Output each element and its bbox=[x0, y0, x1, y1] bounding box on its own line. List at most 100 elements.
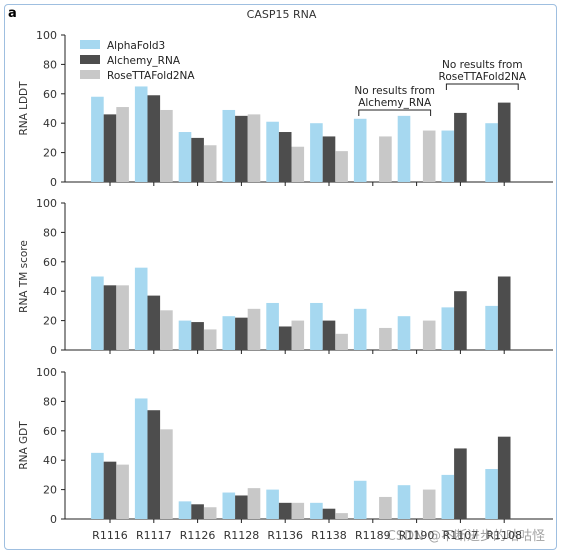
bar-alphafold3-r1138 bbox=[310, 302, 323, 350]
bar-alphafold3-r1107 bbox=[441, 307, 455, 350]
x-tick-label: R1107 bbox=[443, 529, 479, 542]
bar-alphafold3-r1190 bbox=[397, 316, 411, 350]
bar-rosettafold2na-r1138 bbox=[335, 333, 348, 350]
bar-alphafold3-r1108 bbox=[485, 469, 498, 519]
bar-rosettafold2na-r1116 bbox=[116, 464, 129, 519]
bar-alchemy-rna-r1107 bbox=[454, 448, 467, 519]
bar-alchemy-rna-r1136 bbox=[278, 326, 292, 350]
annotation-alchemy-line1: No results from bbox=[354, 85, 435, 97]
y-axis-label: RNA GDT bbox=[18, 421, 30, 470]
y-tick-label: 40 bbox=[43, 285, 57, 298]
y-tick-label: 100 bbox=[36, 29, 57, 42]
y-tick-label: 20 bbox=[43, 484, 57, 497]
bar-rosettafold2na-r1136 bbox=[291, 502, 305, 519]
bar-alchemy-rna-r1116 bbox=[103, 114, 117, 182]
bar-alchemy-rna-r1126 bbox=[191, 137, 204, 182]
bar-rosettafold2na-r1116 bbox=[116, 285, 129, 350]
x-tick-label: R1189 bbox=[355, 529, 391, 542]
bar-alphafold3-r1126 bbox=[178, 132, 192, 182]
bar-alchemy-rna-r1107 bbox=[454, 112, 467, 182]
bar-alchemy-rna-r1116 bbox=[103, 285, 117, 350]
figure-title: CASP15 RNA bbox=[246, 8, 317, 21]
x-tick-label: R1108 bbox=[486, 529, 522, 542]
x-tick-label: R1190 bbox=[399, 529, 435, 542]
bar-alphafold3-r1190 bbox=[397, 485, 411, 519]
bar-rosettafold2na-r1189 bbox=[379, 496, 392, 519]
bar-alphafold3-r1107 bbox=[441, 474, 455, 519]
annotation-alchemy-bracket bbox=[358, 109, 432, 116]
bar-alphafold3-r1117 bbox=[134, 398, 148, 519]
y-tick-label: 60 bbox=[43, 88, 57, 101]
bar-alchemy-rna-r1128 bbox=[235, 495, 248, 519]
legend-label: Alchemy_RNA bbox=[107, 55, 181, 67]
bar-alchemy-rna-r1116 bbox=[103, 461, 117, 519]
y-tick-label: 40 bbox=[43, 454, 57, 467]
y-tick-label: 20 bbox=[43, 147, 57, 160]
bar-alphafold3-r1190 bbox=[397, 115, 411, 182]
y-tick-label: 0 bbox=[50, 513, 57, 526]
bar-alphafold3-r1128 bbox=[222, 109, 236, 182]
bar-alphafold3-r1117 bbox=[134, 267, 148, 350]
legend-label: RoseTTAFold2NA bbox=[107, 70, 195, 82]
bar-rosettafold2na-r1117 bbox=[160, 310, 173, 350]
bar-alchemy-rna-r1108 bbox=[497, 436, 511, 519]
bar-rosettafold2na-r1126 bbox=[203, 329, 217, 350]
figure-frame bbox=[4, 4, 557, 550]
bar-alchemy-rna-r1128 bbox=[235, 115, 248, 182]
legend-label: AlphaFold3 bbox=[107, 40, 165, 52]
y-axis-label: RNA TM score bbox=[18, 240, 30, 313]
y-tick-label: 80 bbox=[43, 226, 57, 239]
bar-rosettafold2na-r1190 bbox=[422, 320, 436, 350]
bar-alphafold3-r1116 bbox=[91, 452, 104, 519]
bar-alphafold3-r1189 bbox=[353, 308, 367, 350]
bar-rosettafold2na-r1138 bbox=[335, 513, 348, 519]
bar-alphafold3-r1128 bbox=[222, 492, 236, 519]
bar-rosettafold2na-r1190 bbox=[422, 489, 436, 519]
bar-rosettafold2na-r1116 bbox=[116, 107, 129, 182]
bar-rosettafold2na-r1190 bbox=[422, 130, 436, 182]
y-tick-label: 0 bbox=[50, 344, 57, 357]
bar-alchemy-rna-r1107 bbox=[454, 291, 467, 350]
bar-rosettafold2na-r1138 bbox=[335, 151, 348, 182]
y-tick-label: 60 bbox=[43, 425, 57, 438]
bar-rosettafold2na-r1136 bbox=[291, 320, 305, 350]
x-tick-label: R1136 bbox=[267, 529, 303, 542]
bar-rosettafold2na-r1128 bbox=[247, 488, 261, 519]
bar-alchemy-rna-r1117 bbox=[147, 295, 161, 350]
bar-rosettafold2na-r1117 bbox=[160, 109, 173, 182]
y-axis-label: RNA LDDT bbox=[18, 81, 30, 136]
annotation-rosetta-line1: No results from bbox=[442, 59, 523, 71]
bar-rosettafold2na-r1136 bbox=[291, 146, 305, 182]
y-tick-label: 20 bbox=[43, 315, 57, 328]
y-tick-label: 100 bbox=[36, 197, 57, 210]
bar-alphafold3-r1117 bbox=[134, 86, 148, 182]
bar-alphafold3-r1136 bbox=[266, 302, 279, 350]
bar-alchemy-rna-r1108 bbox=[497, 276, 511, 350]
bar-rosettafold2na-r1117 bbox=[160, 429, 173, 519]
bar-alchemy-rna-r1136 bbox=[278, 502, 292, 519]
bar-alphafold3-r1189 bbox=[353, 480, 367, 519]
y-tick-label: 80 bbox=[43, 58, 57, 71]
bar-alphafold3-r1136 bbox=[266, 489, 279, 519]
bar-alphafold3-r1189 bbox=[353, 118, 367, 182]
y-tick-label: 100 bbox=[36, 366, 57, 379]
bar-alphafold3-r1126 bbox=[178, 501, 192, 519]
bar-alchemy-rna-r1126 bbox=[191, 322, 204, 350]
legend-swatch bbox=[80, 55, 100, 64]
bar-alchemy-rna-r1108 bbox=[497, 102, 511, 182]
bar-rosettafold2na-r1126 bbox=[203, 145, 217, 182]
bar-rosettafold2na-r1126 bbox=[203, 507, 217, 519]
bar-alchemy-rna-r1138 bbox=[322, 508, 336, 519]
bar-alchemy-rna-r1117 bbox=[147, 410, 161, 519]
bar-alchemy-rna-r1138 bbox=[322, 320, 336, 350]
annotation-alchemy-line2: Alchemy_RNA bbox=[358, 97, 432, 109]
bar-alphafold3-r1138 bbox=[310, 123, 323, 182]
y-tick-label: 40 bbox=[43, 117, 57, 130]
panel-letter: a bbox=[8, 6, 17, 21]
bar-alphafold3-r1136 bbox=[266, 121, 279, 182]
x-tick-label: R1126 bbox=[180, 529, 216, 542]
annotation-rosetta-line2: RoseTTAFold2NA bbox=[439, 71, 527, 83]
bar-alphafold3-r1138 bbox=[310, 502, 323, 519]
y-tick-label: 60 bbox=[43, 256, 57, 269]
